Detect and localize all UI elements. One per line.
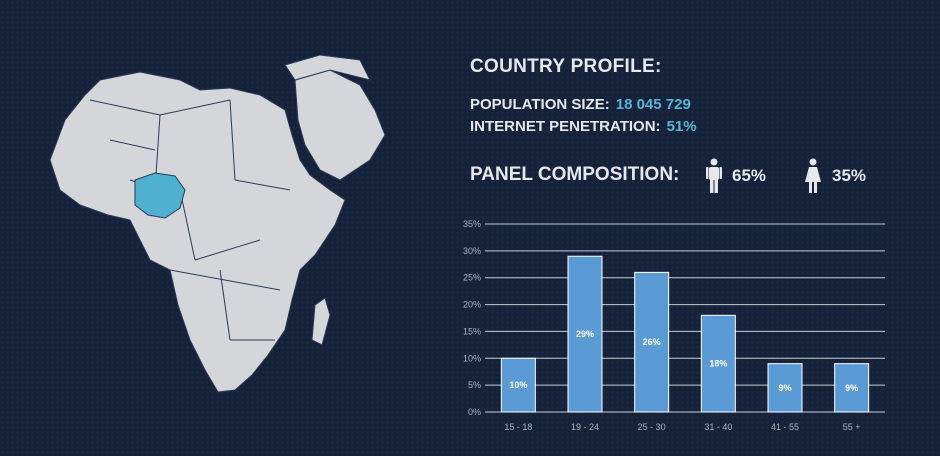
internet-label: INTERNET PENETRATION: [470, 118, 661, 135]
bar [834, 363, 870, 413]
x-tick-label: 19 - 24 [571, 422, 599, 432]
map-middle-east [284, 54, 371, 81]
data-label: 18% [709, 359, 727, 369]
map-svg [49, 54, 386, 393]
y-tick-label: 30% [463, 246, 481, 256]
africa-map [30, 40, 430, 440]
internet-line: INTERNET PENETRATION: 51% [470, 118, 697, 135]
data-label: 9% [778, 383, 791, 393]
data-label: 26% [643, 337, 661, 347]
map-africa [49, 71, 346, 393]
male-icon [706, 158, 722, 193]
bar [567, 255, 603, 413]
map-arabia [294, 69, 386, 181]
population-value: 18 045 729 [615, 96, 691, 113]
map-madagascar [311, 297, 331, 346]
x-tick-label: 41 - 55 [771, 422, 799, 432]
data-label: 29% [576, 329, 594, 339]
population-line: POPULATION SIZE: 18 045 729 [470, 96, 691, 113]
x-tick-label: 25 - 30 [638, 422, 666, 432]
male-stat: 65% [706, 158, 766, 194]
y-tick-label: 35% [463, 219, 481, 229]
data-label: 9% [845, 383, 858, 393]
y-tick-label: 20% [463, 300, 481, 310]
population-label: POPULATION SIZE: [470, 96, 610, 113]
bar [767, 363, 803, 413]
internet-value: 51% [666, 118, 697, 135]
y-tick-label: 15% [463, 326, 481, 336]
female-icon [805, 158, 821, 193]
chart-svg: 0% 5% 10% 15% 20% 25% 30% 35% 10% 15 - 18 29% 19 - … [463, 219, 885, 432]
female-stat: 35% [804, 158, 866, 194]
y-tick-label: 0% [468, 407, 481, 417]
y-tick-label: 10% [463, 353, 481, 363]
map-highlight-country [134, 172, 186, 219]
male-percentage: 65% [732, 166, 767, 185]
x-tick-label: 55 + [843, 422, 861, 432]
data-label: 10% [509, 380, 527, 390]
panel-composition-title: PANEL COMPOSITION: [470, 164, 680, 185]
bar [634, 271, 670, 413]
x-tick-label: 15 - 18 [504, 422, 532, 432]
age-distribution-chart: 0% 5% 10% 15% 20% 25% 30% 35% 10% 15 - 18 29% 19 - … [455, 214, 895, 446]
y-tick-label: 25% [463, 273, 481, 283]
map-borders [89, 99, 291, 341]
x-tick-label: 31 - 40 [704, 422, 732, 432]
bar [500, 357, 536, 413]
bar [700, 314, 736, 413]
country-profile-title: COUNTRY PROFILE: [470, 56, 662, 77]
female-percentage: 35% [832, 166, 867, 185]
y-tick-label: 5% [468, 380, 481, 390]
